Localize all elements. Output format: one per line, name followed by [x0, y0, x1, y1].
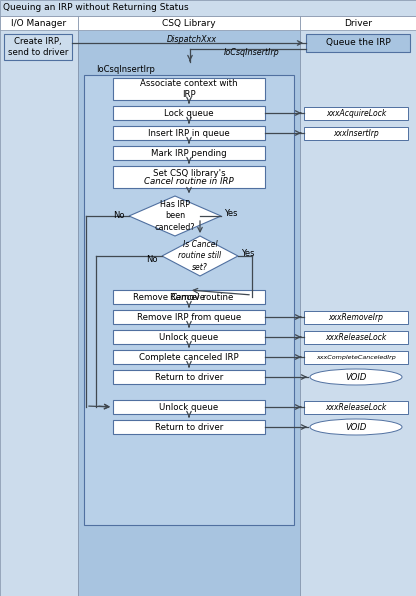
- Text: Cancel: Cancel: [171, 293, 200, 302]
- Bar: [113, 400, 265, 414]
- Bar: [0, 16, 78, 596]
- Text: xxxAcquireLock: xxxAcquireLock: [326, 108, 386, 117]
- Bar: [113, 290, 265, 304]
- Bar: [113, 146, 265, 160]
- Bar: [84, 75, 294, 525]
- Bar: [113, 166, 265, 188]
- Text: Set CSQ library's: Set CSQ library's: [153, 169, 225, 178]
- Bar: [113, 126, 265, 140]
- Bar: [78, 16, 300, 596]
- Ellipse shape: [310, 419, 402, 435]
- Bar: [113, 330, 265, 344]
- Text: xxxReleaseLock: xxxReleaseLock: [325, 402, 386, 411]
- Text: xxxInsertIrp: xxxInsertIrp: [333, 129, 379, 138]
- Text: Queuing an IRP without Returning Status: Queuing an IRP without Returning Status: [3, 4, 188, 13]
- Text: Return to driver: Return to driver: [155, 423, 223, 432]
- Text: Insert IRP in queue: Insert IRP in queue: [148, 129, 230, 138]
- Text: Yes: Yes: [224, 209, 238, 218]
- Bar: [113, 350, 265, 364]
- Text: xxxCompleteCanceledIrp: xxxCompleteCanceledIrp: [316, 355, 396, 359]
- Text: Remove: Remove: [133, 293, 171, 302]
- Text: No: No: [114, 212, 125, 221]
- Text: Remove IRP from queue: Remove IRP from queue: [137, 312, 241, 321]
- Text: I/O Manager: I/O Manager: [11, 18, 67, 27]
- Text: Complete canceled IRP: Complete canceled IRP: [139, 352, 239, 362]
- Text: Mark IRP pending: Mark IRP pending: [151, 148, 227, 157]
- Text: Cancel routine in IRP: Cancel routine in IRP: [144, 176, 234, 185]
- Text: Remove: Remove: [170, 293, 208, 302]
- Text: Create IRP,
send to driver: Create IRP, send to driver: [8, 37, 68, 57]
- Bar: [306, 34, 410, 52]
- Bar: [78, 16, 300, 30]
- Text: No: No: [146, 254, 158, 263]
- Text: DispatchXxx: DispatchXxx: [167, 35, 217, 44]
- Bar: [0, 16, 78, 30]
- Text: CSQ Library: CSQ Library: [162, 18, 216, 27]
- Text: Is Cancel
routine still
set?: Is Cancel routine still set?: [178, 240, 222, 272]
- Bar: [0, 0, 416, 16]
- Bar: [304, 351, 408, 364]
- Text: Unlock queue: Unlock queue: [159, 402, 219, 411]
- Bar: [113, 420, 265, 434]
- Text: Has IRP
been
canceled?: Has IRP been canceled?: [155, 200, 196, 232]
- Bar: [304, 331, 408, 344]
- Bar: [113, 370, 265, 384]
- Bar: [304, 107, 408, 120]
- Text: IoCsqInsertIrp: IoCsqInsertIrp: [224, 48, 280, 57]
- Bar: [300, 16, 416, 30]
- Text: Unlock queue: Unlock queue: [159, 333, 219, 342]
- Bar: [4, 34, 72, 60]
- Text: IoCsqInsertIrp: IoCsqInsertIrp: [96, 66, 155, 74]
- Text: xxxRemoveIrp: xxxRemoveIrp: [329, 312, 384, 321]
- Bar: [113, 78, 265, 100]
- Bar: [300, 16, 416, 596]
- Bar: [304, 311, 408, 324]
- Text: routine: routine: [200, 293, 233, 302]
- Text: Queue the IRP: Queue the IRP: [326, 39, 390, 48]
- Text: VOID: VOID: [345, 423, 366, 432]
- Text: Lock queue: Lock queue: [164, 108, 214, 117]
- Text: Associate context with
IRP: Associate context with IRP: [140, 79, 238, 99]
- Text: VOID: VOID: [345, 372, 366, 381]
- Bar: [113, 310, 265, 324]
- Text: Yes: Yes: [241, 249, 255, 257]
- Polygon shape: [162, 236, 238, 276]
- Text: Driver: Driver: [344, 18, 372, 27]
- Bar: [304, 127, 408, 140]
- Bar: [304, 401, 408, 414]
- Text: Return to driver: Return to driver: [155, 372, 223, 381]
- Bar: [113, 106, 265, 120]
- Ellipse shape: [310, 369, 402, 385]
- Polygon shape: [129, 196, 221, 236]
- Text: xxxReleaseLock: xxxReleaseLock: [325, 333, 386, 342]
